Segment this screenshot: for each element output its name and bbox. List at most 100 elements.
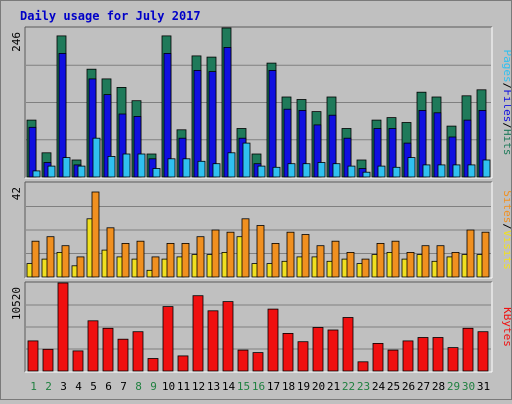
sites-bar-day-20 xyxy=(316,245,325,278)
kbytes-bar-day-2 xyxy=(42,348,54,372)
sites-bar-day-8 xyxy=(136,240,145,278)
sites-bar-day-31 xyxy=(481,231,490,278)
x-label-day-13: 13 xyxy=(207,380,220,393)
legend-part-slash: / xyxy=(501,122,511,129)
x-label-day-27: 27 xyxy=(417,380,430,393)
files-bar-day-30 xyxy=(463,119,472,178)
pages-bar-day-26 xyxy=(407,157,416,178)
y-max-label-1: 246 xyxy=(10,32,23,52)
files-bar-day-17 xyxy=(268,70,277,178)
kbytes-bar-day-8 xyxy=(132,331,144,372)
x-label-day-2: 2 xyxy=(45,380,52,393)
pages-bar-day-20 xyxy=(317,162,326,178)
sites-bar-day-24 xyxy=(376,242,385,278)
kbytes-bar-day-12 xyxy=(192,295,204,372)
files-bar-day-25 xyxy=(388,128,397,178)
sites-bar-day-26 xyxy=(406,251,415,278)
x-label-day-15: 15 xyxy=(237,380,250,393)
pages-bar-day-14 xyxy=(227,152,236,178)
kbytes-bar-day-27 xyxy=(417,337,429,372)
sites-bar-day-19 xyxy=(301,234,310,278)
pages-bar-day-2 xyxy=(47,165,56,178)
legend-part-slash: / xyxy=(501,83,511,90)
kbytes-bar-day-9 xyxy=(147,358,159,372)
files-bar-day-6 xyxy=(103,94,112,178)
kbytes-bar-day-14 xyxy=(222,301,234,372)
kbytes-bar-day-19 xyxy=(297,341,309,372)
kbytes-bar-day-26 xyxy=(402,340,414,372)
files-bar-day-8 xyxy=(133,116,142,178)
legend-part-hits: Hits xyxy=(501,129,511,156)
sites-bar-day-17 xyxy=(271,242,280,278)
kbytes-bar-day-20 xyxy=(312,327,324,372)
x-label-day-4: 4 xyxy=(75,380,82,393)
kbytes-bar-day-6 xyxy=(102,327,114,372)
kbytes-bar-day-15 xyxy=(237,349,249,372)
pages-bar-day-30 xyxy=(467,164,476,178)
sites-bar-day-7 xyxy=(121,242,130,278)
x-label-day-28: 28 xyxy=(432,380,445,393)
pages-bar-day-15 xyxy=(242,142,251,178)
files-bar-day-18 xyxy=(283,108,292,178)
x-label-day-18: 18 xyxy=(282,380,295,393)
y-max-label-2: 42 xyxy=(10,187,23,200)
files-bar-day-9 xyxy=(148,158,157,178)
pages-bar-day-12 xyxy=(197,160,206,178)
pages-bar-day-27 xyxy=(422,164,431,178)
pages-bar-day-3 xyxy=(62,157,71,178)
sites-bar-day-2 xyxy=(46,236,55,278)
sites-bar-day-15 xyxy=(241,218,250,278)
files-bar-day-11 xyxy=(178,137,187,178)
sites-bar-day-29 xyxy=(451,251,460,278)
legend-part-slash: / xyxy=(501,223,511,230)
x-label-day-31: 31 xyxy=(477,380,490,393)
kbytes-bar-day-13 xyxy=(207,310,219,372)
kbytes-bar-day-16 xyxy=(252,352,264,372)
x-label-day-9: 9 xyxy=(150,380,157,393)
pages-bar-day-25 xyxy=(392,166,401,178)
x-label-day-11: 11 xyxy=(177,380,190,393)
pages-bar-day-10 xyxy=(167,158,176,178)
pages-bar-day-17 xyxy=(272,166,281,178)
sites-bar-day-18 xyxy=(286,231,295,278)
x-label-day-3: 3 xyxy=(60,380,67,393)
files-bar-day-12 xyxy=(193,70,202,178)
files-bar-day-3 xyxy=(58,53,67,178)
kbytes-bar-day-30 xyxy=(462,327,474,372)
legend-part-sites: Sites xyxy=(501,190,511,223)
sites-bar-day-9 xyxy=(151,256,160,278)
sites-bar-day-6 xyxy=(106,227,115,278)
pages-bar-day-7 xyxy=(122,153,131,178)
sites-bar-day-30 xyxy=(466,229,475,278)
sites-bar-day-23 xyxy=(361,258,370,278)
x-label-day-16: 16 xyxy=(252,380,265,393)
files-bar-day-27 xyxy=(418,110,427,178)
x-label-day-6: 6 xyxy=(105,380,112,393)
kbytes-bar-day-5 xyxy=(87,320,99,372)
pages-bar-day-5 xyxy=(92,137,101,178)
pages-bar-day-16 xyxy=(257,165,266,178)
pages-bar-day-13 xyxy=(212,163,221,178)
files-bar-day-14 xyxy=(223,47,232,178)
files-bar-day-24 xyxy=(373,128,382,178)
pages-bar-day-1 xyxy=(32,170,41,178)
pages-bar-day-21 xyxy=(332,163,341,178)
x-label-day-5: 5 xyxy=(90,380,97,393)
pages-bar-day-9 xyxy=(152,168,161,178)
x-label-day-21: 21 xyxy=(327,380,340,393)
x-label-day-24: 24 xyxy=(372,380,386,393)
right-legend-2: Sites/Visits xyxy=(501,190,511,270)
sites-bar-day-3 xyxy=(61,245,70,278)
x-label-day-8: 8 xyxy=(135,380,142,393)
pages-bar-day-6 xyxy=(107,155,116,178)
sites-bar-day-1 xyxy=(31,240,40,278)
x-label-day-20: 20 xyxy=(312,380,325,393)
pages-bar-day-19 xyxy=(302,163,311,178)
pages-bar-day-11 xyxy=(182,158,191,178)
chart-title: Daily usage for July 2017 xyxy=(20,9,201,23)
x-label-day-17: 17 xyxy=(267,380,280,393)
x-label-day-23: 23 xyxy=(357,380,370,393)
kbytes-bar-day-28 xyxy=(432,337,444,372)
